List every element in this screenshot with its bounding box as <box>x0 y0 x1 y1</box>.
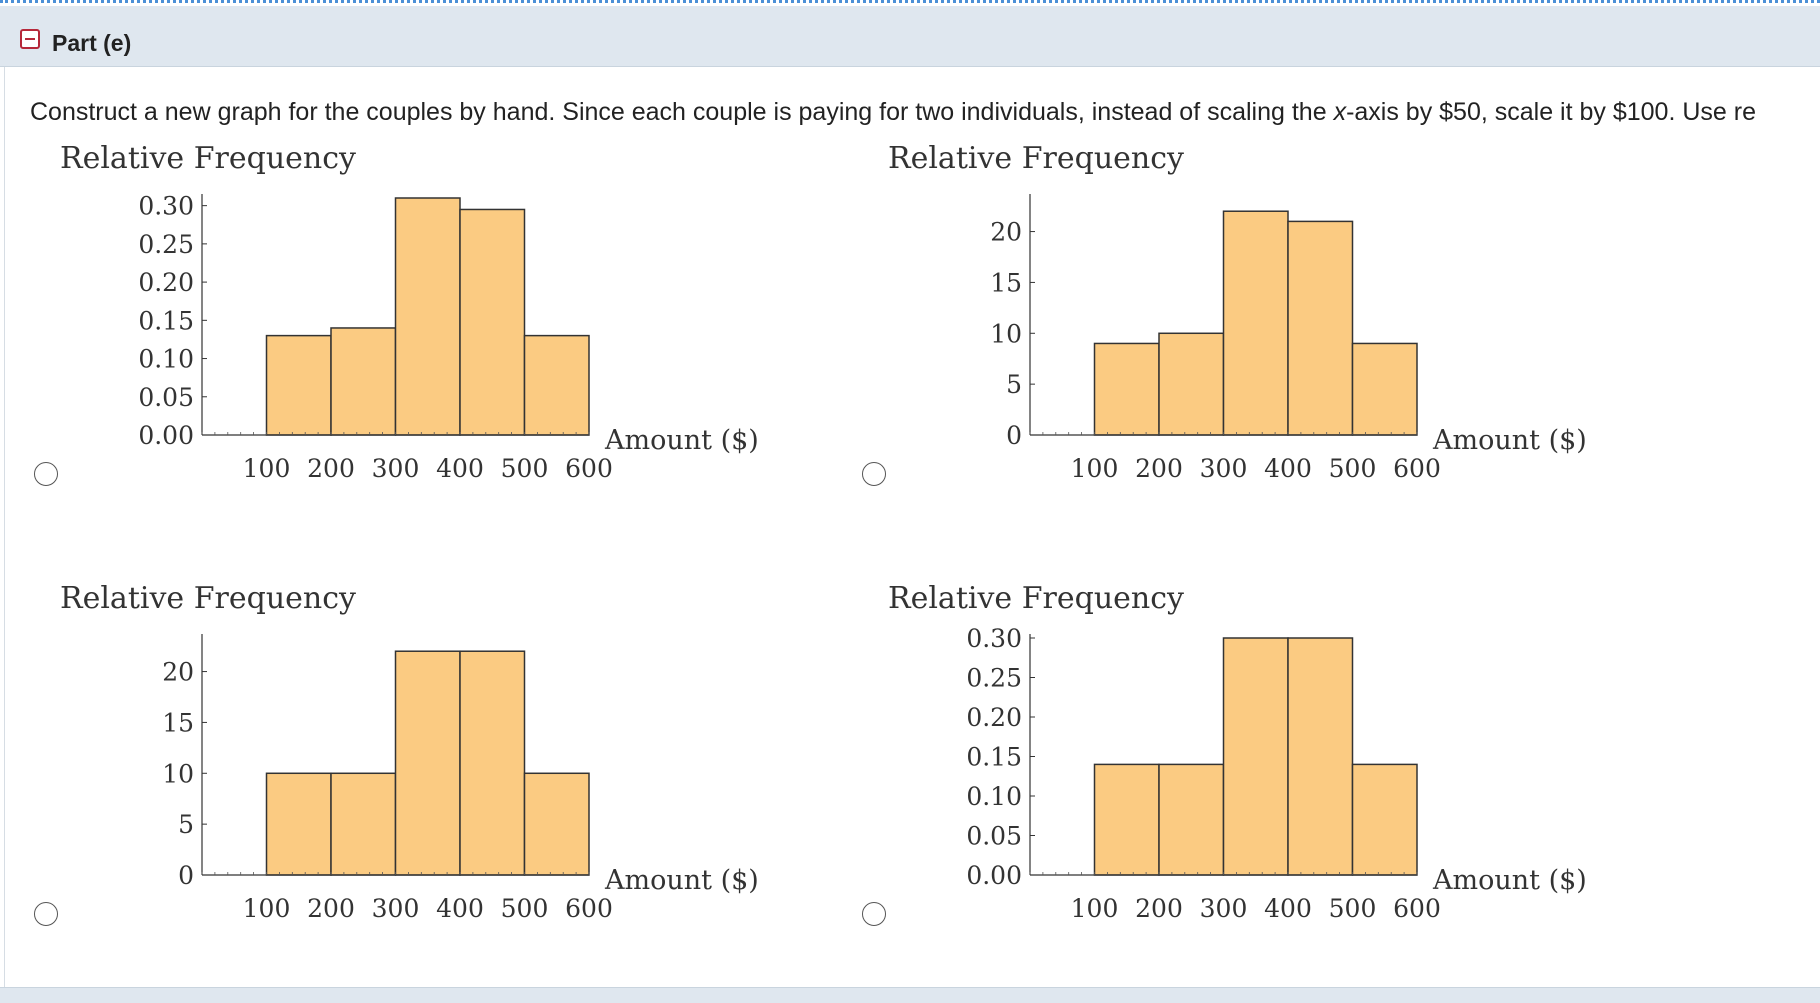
option-1-radio[interactable] <box>34 462 58 486</box>
x-tick-label: 400 <box>1264 894 1312 923</box>
histogram-bar <box>1158 763 1225 876</box>
y-tick-label: 0 <box>1006 421 1022 450</box>
part-header: Part (e) <box>0 6 1820 67</box>
x-tick-label: 300 <box>1200 894 1248 923</box>
x-tick-label: 100 <box>243 894 291 923</box>
y-tick-label: 5 <box>178 810 194 839</box>
y-tick-label: 0 <box>178 861 194 890</box>
chart-title: Relative Frequency <box>60 581 356 616</box>
histogram-bar <box>1222 637 1289 876</box>
y-tick-label: 15 <box>990 268 1022 297</box>
x-tick-label: 600 <box>565 454 613 483</box>
x-tick-label: 600 <box>1393 454 1441 483</box>
histogram-bar <box>394 197 461 436</box>
x-tick-label: 200 <box>1135 894 1183 923</box>
histogram-bar <box>1351 342 1418 436</box>
histogram-bar <box>1287 637 1354 876</box>
x-tick-label: 200 <box>307 894 355 923</box>
y-tick-label: 0.05 <box>966 822 1022 851</box>
y-tick-label: 0.20 <box>138 268 194 297</box>
y-tick-label: 0.10 <box>966 782 1022 811</box>
x-axis-label: Amount ($) <box>1432 425 1587 456</box>
x-tick-label: 500 <box>1329 454 1377 483</box>
part-content <box>4 67 1820 987</box>
option-3-radio[interactable] <box>34 902 58 926</box>
instruction-post: -axis by $50, scale it by $100. Use re <box>1346 98 1756 126</box>
x-tick-label: 500 <box>501 894 549 923</box>
x-tick-label: 600 <box>565 894 613 923</box>
bottom-bar <box>0 987 1820 1003</box>
y-tick-label: 15 <box>162 708 194 737</box>
histogram-bar <box>1222 210 1289 436</box>
y-tick-label: 0.20 <box>966 703 1022 732</box>
histogram-bar <box>1093 342 1160 436</box>
instruction-pre: Construct a new graph for the couples by… <box>30 98 1334 126</box>
histogram-bar <box>330 327 397 436</box>
option-4-radio[interactable] <box>862 902 886 926</box>
option-2-radio[interactable] <box>862 462 886 486</box>
x-tick-label: 400 <box>1264 454 1312 483</box>
histogram-bar <box>1287 220 1354 436</box>
histogram-bar <box>523 334 590 436</box>
y-tick-label: 10 <box>990 319 1022 348</box>
histogram-bar <box>330 772 397 876</box>
y-tick-label: 20 <box>162 658 194 687</box>
y-tick-label: 10 <box>162 759 194 788</box>
y-tick-label: 0.25 <box>966 664 1022 693</box>
minus-square-icon[interactable] <box>20 29 40 49</box>
x-axis-label: Amount ($) <box>604 425 759 456</box>
y-tick-label: 0.00 <box>138 421 194 450</box>
x-tick-label: 300 <box>372 454 420 483</box>
histogram-option-1: Relative Frequency 0.00 0.05 0.10 0.15 0.20 0.… <box>60 141 759 483</box>
x-tick-label: 300 <box>372 894 420 923</box>
x-tick-label: 300 <box>1200 454 1248 483</box>
chart-title: Relative Frequency <box>60 141 356 176</box>
part-title: Part (e) <box>52 30 132 56</box>
y-tick-label: 0.10 <box>138 345 194 374</box>
y-tick-label: 0.25 <box>138 230 194 259</box>
minus-glyph <box>25 38 35 40</box>
y-tick-label: 0.00 <box>966 861 1022 890</box>
x-axis-label: Amount ($) <box>1432 865 1587 896</box>
y-tick-label: 0.30 <box>138 192 194 221</box>
histogram-bar <box>523 772 590 876</box>
instruction-text: Construct a new graph for the couples by… <box>30 98 1820 127</box>
x-tick-label: 100 <box>1071 894 1119 923</box>
histogram-bar <box>1093 763 1160 876</box>
x-tick-label: 100 <box>243 454 291 483</box>
chart-title: Relative Frequency <box>888 581 1184 616</box>
histogram-option-2: Relative Frequency 0 5 10 15 20 100 200 300 400 50… <box>888 141 1587 483</box>
y-tick-label: 5 <box>1006 370 1022 399</box>
instruction-variable: x <box>1333 98 1347 126</box>
x-tick-label: 500 <box>501 454 549 483</box>
y-tick-label: 0.05 <box>138 383 194 412</box>
x-tick-label: 500 <box>1329 894 1377 923</box>
x-tick-label: 200 <box>307 454 355 483</box>
x-tick-label: 100 <box>1071 454 1119 483</box>
histogram-bar <box>265 334 332 436</box>
y-tick-label: 0.30 <box>966 624 1022 653</box>
histogram-bar <box>265 772 332 876</box>
x-tick-label: 200 <box>1135 454 1183 483</box>
x-axis-label: Amount ($) <box>604 865 759 896</box>
histogram-bar <box>1351 763 1418 876</box>
histogram-bar <box>459 208 526 436</box>
histogram-bar <box>459 650 526 876</box>
x-tick-label: 400 <box>436 454 484 483</box>
top-dotted-border <box>0 0 1820 3</box>
x-tick-label: 600 <box>1393 894 1441 923</box>
y-tick-label: 0.15 <box>966 743 1022 772</box>
histogram-bar <box>394 650 461 876</box>
chart-title: Relative Frequency <box>888 141 1184 176</box>
histogram-bar <box>1158 332 1225 436</box>
y-tick-label: 0.15 <box>138 306 194 335</box>
histogram-option-4: Relative Frequency 0.00 0.05 0.10 0.15 0.20 0.… <box>888 581 1587 923</box>
x-tick-label: 400 <box>436 894 484 923</box>
y-tick-label: 20 <box>990 218 1022 247</box>
histogram-option-3: Relative Frequency 0 5 10 15 20 100 200 300 400 50… <box>60 581 759 923</box>
